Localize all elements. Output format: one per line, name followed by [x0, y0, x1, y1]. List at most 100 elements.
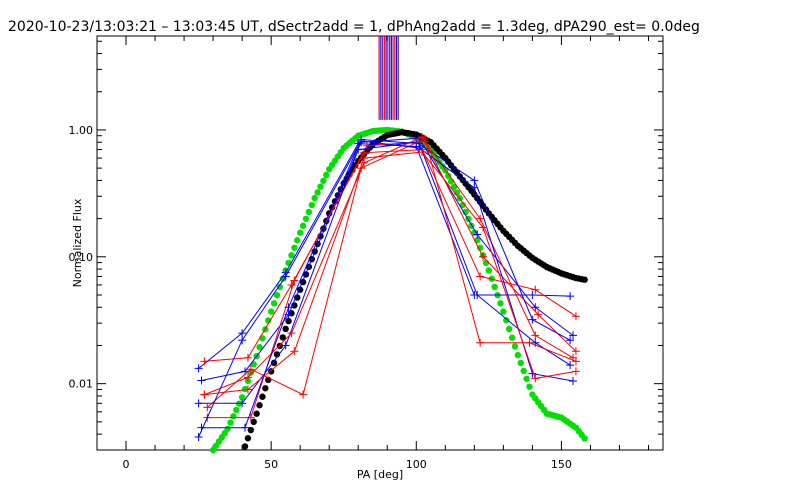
- fit-dot: [262, 385, 269, 392]
- fit-dot: [230, 413, 237, 420]
- fit-dot: [276, 342, 284, 350]
- fit-dot: [270, 300, 278, 307]
- fit-dot: [517, 359, 524, 367]
- data-point-marker: [287, 329, 296, 338]
- fit-dot: [259, 393, 266, 400]
- data-point-marker: [243, 385, 252, 394]
- axis-ticks: 0 50 100 150 0.01 0.10 1.00: [69, 36, 663, 471]
- fit-dot: [514, 351, 522, 359]
- observation-series: [194, 132, 580, 441]
- fit-dot: [511, 343, 519, 350]
- data-point-marker: [479, 252, 488, 261]
- fit-dot: [250, 418, 257, 426]
- data-point-marker: [525, 338, 534, 347]
- series-line: [198, 143, 571, 369]
- fit-dot: [224, 425, 231, 433]
- data-point-marker: [246, 365, 255, 374]
- fit-dot: [308, 201, 315, 209]
- fit-dot: [317, 183, 324, 190]
- data-point-marker: [470, 176, 479, 185]
- fit-dot: [323, 171, 330, 179]
- fit-dot: [279, 275, 286, 282]
- x-tick-label: 50: [264, 458, 278, 471]
- fit-dot: [273, 291, 281, 299]
- data-point-marker: [476, 272, 485, 281]
- series-line: [204, 149, 577, 362]
- fit-dot: [314, 189, 321, 196]
- fit-dot: [320, 177, 327, 184]
- data-point-marker: [569, 331, 578, 340]
- fit-dot: [459, 201, 466, 209]
- data-point-marker: [287, 280, 296, 289]
- fit-dot: [267, 368, 275, 375]
- fit-dot: [296, 229, 304, 236]
- data-point-marker: [238, 336, 247, 345]
- fit-dot: [294, 294, 301, 301]
- data-point-marker: [571, 367, 580, 376]
- fit-dot: [288, 252, 295, 259]
- data-point-marker: [470, 183, 479, 192]
- data-point-marker: [473, 290, 482, 299]
- data-point-marker: [476, 338, 485, 347]
- data-point-marker: [531, 303, 540, 312]
- fit-dot: [508, 334, 516, 341]
- y-axis-label: Normalized Flux: [71, 198, 84, 287]
- fit-dot: [238, 394, 246, 401]
- fit-dot: [523, 375, 530, 382]
- data-point-marker: [531, 285, 540, 294]
- fit-dot: [273, 351, 281, 358]
- data-point-marker: [571, 347, 580, 356]
- fit-dot: [256, 343, 263, 351]
- series-line: [207, 140, 577, 419]
- series-line: [206, 138, 577, 408]
- data-point-marker: [241, 423, 250, 432]
- fit-dot: [485, 267, 493, 274]
- data-point-marker: [534, 310, 543, 319]
- fit-dot: [302, 215, 310, 223]
- data-point-marker: [528, 315, 537, 324]
- fit-dot: [267, 308, 275, 315]
- series-line: [201, 138, 571, 429]
- fit-dot: [445, 172, 452, 180]
- series-line: [198, 140, 574, 438]
- series-line: [204, 136, 574, 396]
- fit-dot: [270, 359, 278, 367]
- data-point-marker: [566, 292, 575, 301]
- data-point-marker: [200, 390, 209, 399]
- data-point-marker: [569, 376, 578, 385]
- fit-dot: [491, 283, 498, 291]
- fit-dot: [265, 317, 272, 324]
- x-tick-label: 0: [123, 458, 130, 471]
- data-point-marker: [418, 147, 427, 156]
- y-tick-label: 0.01: [69, 378, 94, 391]
- chart-title: 2020-10-23/13:03:21 – 13:03:45 UT, dSect…: [8, 19, 700, 35]
- fit-dot: [233, 406, 240, 414]
- fit-dot: [497, 300, 504, 307]
- data-point-marker: [476, 214, 485, 223]
- x-tick-label: 100: [406, 458, 427, 471]
- data-point-marker: [243, 353, 252, 362]
- data-point-marker: [479, 223, 488, 232]
- data-point-marker: [194, 364, 203, 373]
- series-line: [201, 137, 574, 381]
- fit-dot: [305, 208, 313, 216]
- data-point-marker: [528, 290, 537, 299]
- data-point-marker: [238, 329, 247, 338]
- x-axis-label: PA [deg]: [357, 468, 403, 481]
- series-line: [204, 151, 576, 396]
- y-tick-label: 0.10: [69, 251, 94, 264]
- fit-dot: [244, 435, 252, 442]
- data-point-marker: [194, 399, 203, 408]
- data-point-marker: [203, 403, 212, 412]
- fit-dot: [294, 237, 301, 244]
- fit-dot: [259, 335, 266, 342]
- fit-dot: [276, 283, 284, 291]
- fit-dot: [299, 222, 307, 229]
- data-point-marker: [281, 272, 290, 281]
- data-point-marker: [357, 136, 366, 145]
- fit-dot: [285, 317, 292, 325]
- data-point-marker: [284, 303, 293, 312]
- series-line: [198, 141, 571, 404]
- vertical-lines: [378, 36, 399, 120]
